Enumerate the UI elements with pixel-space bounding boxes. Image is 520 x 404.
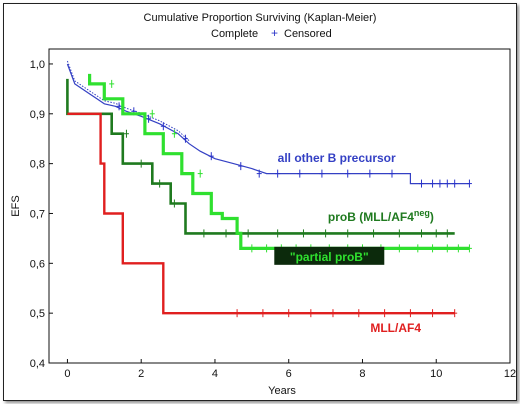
- series-label: MLL/AF4: [370, 321, 421, 335]
- series-label: "partial proB": [290, 250, 369, 264]
- censored-mark: [245, 229, 251, 238]
- censored-mark: [149, 109, 155, 118]
- censored-mark: [330, 309, 336, 318]
- censored-mark: [171, 129, 177, 138]
- censored-mark: [208, 152, 214, 161]
- censored-mark: [264, 244, 270, 253]
- plot-area: [48, 48, 511, 364]
- censored-mark: [286, 309, 292, 318]
- x-tick-label: 12: [504, 368, 516, 380]
- censored-mark: [109, 79, 115, 88]
- y-tick-label: 0,9: [30, 109, 45, 121]
- censored-mark: [275, 169, 281, 178]
- censored-mark: [319, 169, 325, 178]
- censored-mark: [418, 179, 424, 188]
- censored-mark: [415, 244, 421, 253]
- censored-mark: [396, 244, 402, 253]
- censored-mark: [455, 244, 461, 253]
- censored-mark: [275, 229, 281, 238]
- x-tick-label: 4: [212, 368, 218, 380]
- x-tick-label: 8: [359, 368, 365, 380]
- censored-mark: [444, 244, 450, 253]
- censored-mark: [197, 169, 203, 178]
- censored-mark: [444, 179, 450, 188]
- series-0: [66, 60, 472, 188]
- censored-mark: [234, 309, 240, 318]
- series-line: [66, 63, 470, 185]
- censored-mark: [452, 309, 458, 318]
- x-tick-label: 2: [138, 368, 144, 380]
- censored-mark: [182, 134, 188, 143]
- legend-censored: Censored: [284, 28, 332, 40]
- series-3: [67, 112, 458, 318]
- censored-mark: [430, 309, 436, 318]
- censored-mark: [345, 229, 351, 238]
- censored-mark: [249, 244, 255, 253]
- y-tick-label: 0,5: [30, 308, 45, 320]
- censored-mark: [389, 169, 395, 178]
- censored-mark: [256, 169, 262, 178]
- axes: 0 2 4 6 8 10 12 0,4 0,5 0,6 0,7 0,8 0,9 1,0: [30, 59, 516, 380]
- legend: Complete + Censored: [211, 26, 332, 40]
- censored-mark: [452, 179, 458, 188]
- y-tick-label: 1,0: [30, 59, 45, 71]
- censored-mark: [437, 179, 443, 188]
- censored-mark: [297, 169, 303, 178]
- censored-mark: [371, 229, 377, 238]
- censored-mark: [396, 229, 402, 238]
- censored-mark: [433, 229, 439, 238]
- series-line: [67, 112, 455, 315]
- censored-mark: [356, 309, 362, 318]
- y-tick-label: 0,7: [30, 208, 45, 220]
- censored-mark: [300, 229, 306, 238]
- series-line: [66, 78, 455, 235]
- series-line-dotted: [66, 60, 190, 142]
- censored-mark: [260, 309, 266, 318]
- censored-mark: [323, 229, 329, 238]
- censored-mark: [123, 129, 129, 138]
- chart-frame: Cumulative Proportion Surviving (Kaplan-…: [3, 3, 517, 401]
- x-tick-label: 0: [64, 368, 70, 380]
- censored-mark: [407, 309, 413, 318]
- censored-mark: [157, 179, 163, 188]
- y-tick-label: 0,6: [30, 258, 45, 270]
- series-layer: [66, 60, 472, 318]
- series-line: [88, 73, 470, 250]
- censored-mark: [444, 229, 450, 238]
- series-label: all other B precursor: [278, 151, 396, 165]
- censored-mark: [418, 229, 424, 238]
- censored-mark: [201, 229, 207, 238]
- x-tick-label: 10: [430, 368, 442, 380]
- censored-mark: [466, 244, 472, 253]
- x-tick-label: 6: [286, 368, 292, 380]
- censored-mark: [345, 169, 351, 178]
- censored-mark: [160, 122, 166, 131]
- censored-mark: [430, 244, 436, 253]
- legend-censored-marker: +: [271, 26, 278, 40]
- censored-mark: [430, 179, 436, 188]
- x-axis-label: Years: [268, 385, 296, 397]
- y-axis-label: EFS: [10, 195, 22, 216]
- series-labels: all other B precursor proB (MLL/AF4neg) "p…: [274, 151, 434, 335]
- censored-mark: [171, 199, 177, 208]
- y-tick-label: 0,8: [30, 159, 45, 171]
- censored-mark: [138, 159, 144, 168]
- censored-mark: [116, 102, 122, 111]
- censored-mark: [382, 309, 388, 318]
- series-label: proB (MLL/AF4neg): [328, 208, 434, 224]
- series-label-box: [274, 246, 385, 265]
- chart-title: Cumulative Proportion Surviving (Kaplan-…: [144, 12, 377, 24]
- censored-mark: [308, 309, 314, 318]
- censored-mark: [223, 229, 229, 238]
- km-chart: Cumulative Proportion Surviving (Kaplan-…: [10, 12, 516, 397]
- y-tick-label: 0,4: [30, 358, 45, 370]
- censored-mark: [367, 169, 373, 178]
- censored-mark: [146, 114, 152, 123]
- series-1: [66, 78, 455, 238]
- censored-mark: [466, 179, 472, 188]
- censored-mark: [238, 162, 244, 171]
- legend-complete: Complete: [211, 28, 258, 40]
